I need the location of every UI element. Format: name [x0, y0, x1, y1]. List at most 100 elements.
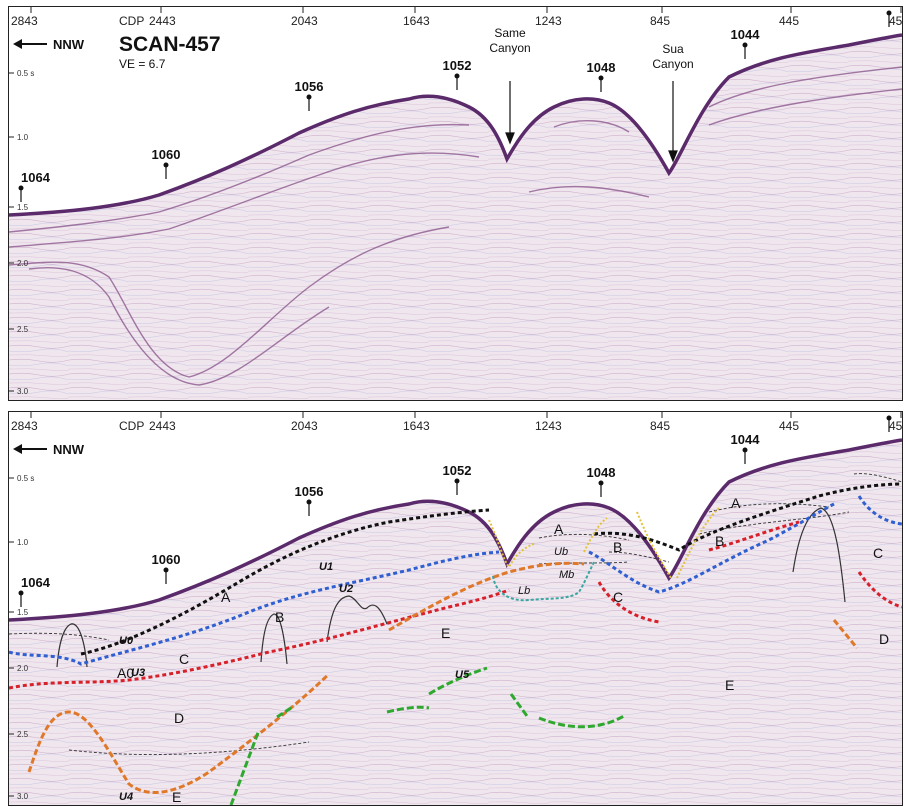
site-dot: [18, 590, 24, 596]
cdp-label: 2443: [149, 14, 176, 28]
site-label: 1060: [152, 552, 181, 567]
internal-reflectors: [9, 66, 902, 386]
site-marker-1044: 1044: [731, 27, 761, 59]
site-dot: [886, 10, 892, 16]
direction-label: NNW: [53, 37, 85, 52]
time-label: 3.0: [17, 792, 29, 801]
seafloor-reflector: [9, 438, 902, 622]
cdp-label: 2443: [149, 419, 176, 433]
time-label: 2.5: [17, 730, 29, 739]
time-label: 2.0: [17, 664, 29, 673]
unit-b-label: B: [275, 609, 284, 625]
unit-e-mid-label: E: [441, 625, 450, 641]
cdp-label: 2843: [11, 14, 38, 28]
cdp-label: 45: [889, 14, 902, 28]
site-dot: [598, 480, 604, 486]
site-label: 1040: [860, 412, 889, 415]
site-dot: [18, 185, 24, 191]
time-label: 2.5: [17, 325, 29, 334]
cdp-label: 1243: [535, 419, 562, 433]
seismic-profile-top: 1064 1060 1056 1052 1048 1044 1040 2843 CDP 2443…: [9, 7, 902, 400]
cdp-label: 1243: [535, 14, 562, 28]
site-dot: [742, 447, 748, 453]
site-label: 1060: [152, 147, 181, 162]
surface-u5-label: U5: [455, 669, 470, 681]
cdp-label: 2043: [291, 14, 318, 28]
site-marker-1052: 1052: [443, 58, 471, 90]
time-axis: 0.5 s 1.0 1.5 2.0 2.5 3.0: [9, 474, 34, 801]
time-label: 1.0: [17, 133, 29, 142]
site-dot: [163, 567, 169, 573]
site-marker-1052: 1052: [443, 463, 471, 495]
unit-d-label: D: [174, 710, 184, 726]
site-dot: [306, 94, 312, 100]
cdp-label: 45: [889, 419, 902, 433]
seafloor-reflector: [9, 33, 902, 217]
surface-u3-label: U3: [131, 667, 145, 679]
site-label: 1040: [860, 7, 889, 10]
unit-c-label: C: [179, 651, 189, 667]
site-dot: [163, 162, 169, 168]
surface-u4-label: U4: [119, 791, 133, 803]
sub-unit-mb-label: Mb: [559, 569, 574, 581]
surface-u4-mid-line: [388, 561, 585, 632]
seismic-panel-interpreted: 1064 1060 1056 1052 1048 1044 1040 2843 CDP 2443…: [8, 411, 903, 806]
surface-u0-label: U0: [119, 635, 134, 647]
sub-unit-labels: Ub Mb Lb: [518, 546, 574, 597]
site-marker-1040: 1040: [860, 412, 892, 432]
site-marker-1064: 1064: [18, 170, 51, 202]
unit-a-label: A: [221, 589, 231, 605]
vertical-exaggeration: VE = 6.7: [119, 57, 166, 71]
sub-unit-ub-label: Ub: [554, 546, 568, 558]
site-marker-1064: 1064: [18, 575, 51, 607]
cdp-label: 845: [650, 14, 670, 28]
site-dot: [306, 499, 312, 505]
site-label: 1048: [587, 60, 616, 75]
site-dot: [886, 415, 892, 421]
surface-u3-line: [9, 588, 510, 690]
site-marker-1048: 1048: [587, 465, 616, 497]
direction-arrow: [13, 39, 47, 49]
time-label: 1.0: [17, 538, 29, 547]
seismic-profile-bottom: 1064 1060 1056 1052 1048 1044 1040 2843 CDP 2443…: [9, 412, 902, 805]
same-canyon-label-line1: Same: [494, 26, 526, 40]
site-markers: 1064 1060 1056 1052 1048 1044 1040: [18, 7, 892, 202]
site-marker-1048: 1048: [587, 60, 616, 92]
site-label: 1056: [295, 79, 324, 94]
cdp-axis: 2843 CDP 2443 2043 1643 1243 845 445 45: [11, 412, 902, 433]
cdp-prefix: CDP: [119, 419, 144, 433]
unit-e-east-label: E: [725, 677, 734, 693]
unit-c-mid-label: C: [613, 589, 623, 605]
site-dot: [742, 42, 748, 48]
surface-u4-east-line: [832, 619, 859, 649]
site-label: 1056: [295, 484, 324, 499]
unit-a0-label: A0: [117, 665, 134, 681]
surface-u5-lines: [229, 666, 625, 805]
direction-arrow: [13, 444, 47, 454]
surface-u1-east-line: [593, 482, 902, 552]
surface-labels: U0 U1 U2 U3 U4 U5: [119, 561, 470, 803]
cdp-prefix: CDP: [119, 14, 144, 28]
cdp-label: 2043: [291, 419, 318, 433]
direction-label: NNW: [53, 442, 85, 457]
same-canyon-label-line2: Canyon: [489, 41, 530, 55]
unit-b-east-label: B: [715, 533, 724, 549]
sua-canyon-label-line2: Canyon: [652, 57, 693, 71]
site-label: 1064: [21, 170, 51, 185]
time-label: 2.0: [17, 259, 29, 268]
sub-unit-lb-label: Lb: [518, 585, 530, 597]
unit-d-east-label: D: [879, 631, 889, 647]
site-markers: 1064 1060 1056 1052 1048 1044 1040: [18, 412, 892, 607]
site-label: 1048: [587, 465, 616, 480]
time-label: 0.5 s: [17, 69, 34, 78]
seismic-panel-uninterpreted: 1064 1060 1056 1052 1048 1044 1040 2843 CDP 2443…: [8, 6, 903, 401]
surface-u2-line: [9, 550, 500, 666]
line-title: SCAN-457: [119, 33, 221, 56]
site-dot: [454, 478, 460, 484]
sua-canyon-label-line1: Sua: [662, 42, 684, 56]
cdp-label: 445: [779, 419, 799, 433]
time-label: 1.5: [17, 203, 29, 212]
site-label: 1044: [731, 27, 761, 42]
site-marker-1056: 1056: [295, 484, 324, 516]
unit-labels: A0 A B C D E E A B C E A B C D: [117, 495, 889, 805]
